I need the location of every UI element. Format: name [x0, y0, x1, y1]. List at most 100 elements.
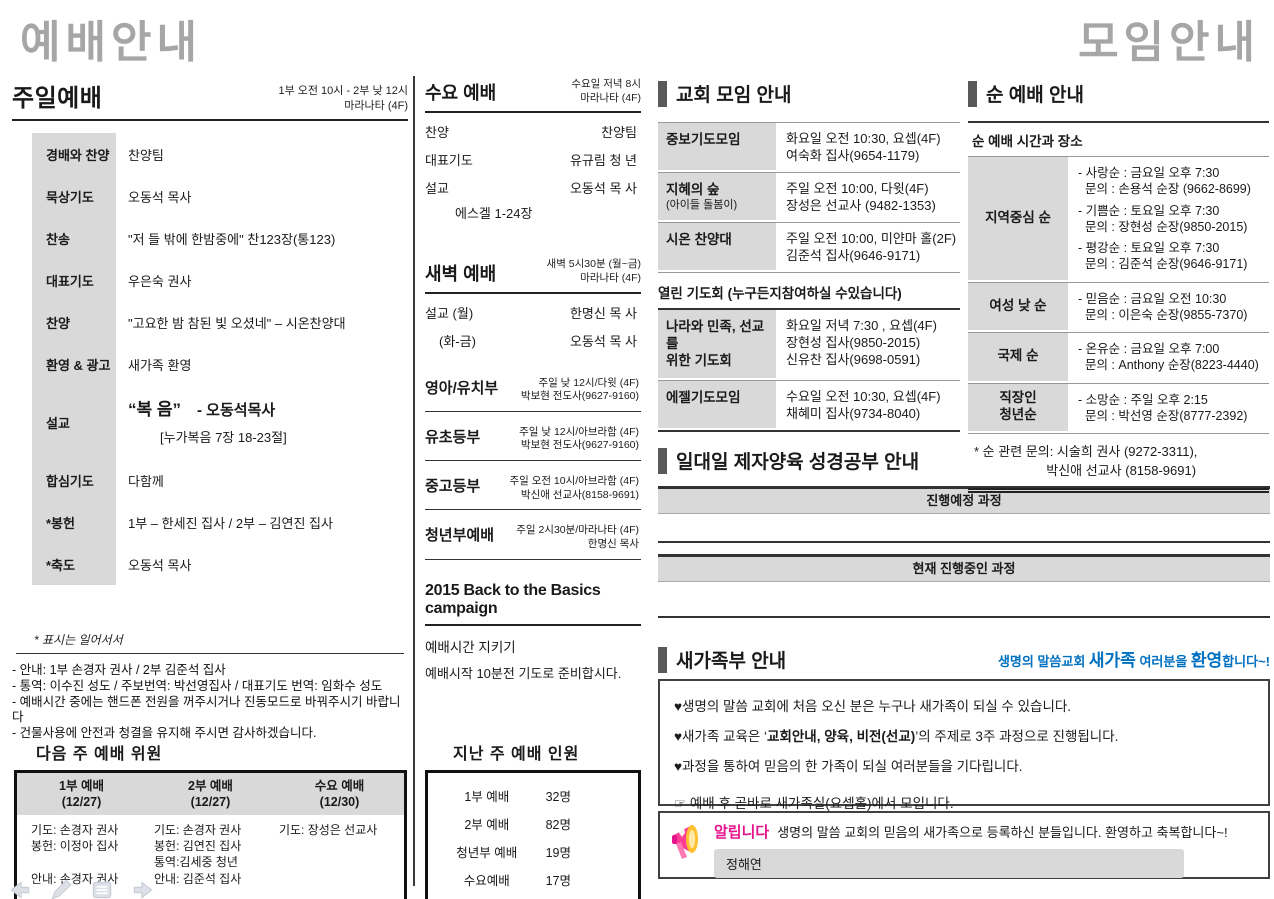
welcome-text: 생명의 말씀교회: [997, 654, 1089, 669]
row-value: 한명신 목 사: [569, 305, 637, 321]
current-course-header: 현재 진행중인 과정: [658, 554, 1270, 582]
last-week-attendance-section: 지난 주 예배 인원 1부 예배 32명 2부 예배 82명 청년부 예배 19…: [425, 740, 641, 899]
cell-entry: - 믿음순 : 금요일 오전 10:30 문의 : 이은숙 순장(9855-73…: [1078, 291, 1248, 322]
cell-group-entries: - 소망순 : 주일 오후 2:15 문의 : 박선영 순장(8777-2392…: [1068, 384, 1269, 434]
next-week-committee-section: 다음 주 예배 위원 1부 예배 (12/27) 2부 예배 (12/27) 수…: [14, 740, 407, 899]
notice-label: 알립니다: [714, 824, 770, 841]
page-title-worship: 예배안내: [20, 18, 202, 67]
discipleship-title: 일대일 제자양육 성경공부 안내: [676, 452, 920, 473]
campaign-line: 예배시간 지키기: [425, 639, 516, 655]
table-cell: 기도: 장성은 선교사: [278, 823, 378, 837]
note-line: - 건물사용에 안전과 청결을 유지해 주시면 감사하겠습니다.: [12, 726, 317, 740]
column-header: 1부 예배 (12/27): [59, 778, 104, 809]
prayer-meetings-table: 나라와 민족, 선교를 위한 기도회 화요일 저녁 7:30 , 요셉(4F) …: [658, 308, 960, 432]
previous-slide-button[interactable]: [6, 877, 34, 899]
cell-group-name: 직장인 청년순: [968, 383, 1068, 433]
wednesday-worship-title: 수요 예배: [425, 83, 497, 104]
notice-row: 알립니다 생명의 말씀 교회의 믿음의 새가족으로 등록하신 분들입니다. 환영하…: [714, 821, 1258, 842]
note-line: - 예배시간 중에는 핸드폰 전원을 꺼주시거나 진동모드로 바꿔주시기 바랍니…: [12, 695, 401, 724]
table-row: 지혜의 숲 (아이들 돌봄이) 주일 오전 10:00, 다윗(4F) 장성은 선…: [658, 172, 960, 224]
next-week-title: 다음 주 예배 위원: [36, 746, 163, 763]
welcome-text: 합니다~!: [1222, 654, 1270, 669]
church-meetings-table: 중보기도모임 화요일 오전 10:30, 요셉(4F) 여숙화 집사(9654-…: [658, 122, 960, 274]
row-value: 오동석 목사: [128, 189, 192, 205]
cell-entry: - 사랑순 : 금요일 오후 7:30 문의 : 손용석 순장 (9662-86…: [1078, 166, 1251, 197]
departments-list: 영아/유치부 주일 낮 12시/다윗 (4F) 박보현 전도사(9627-916…: [425, 374, 641, 560]
slide-menu-button[interactable]: [88, 877, 116, 899]
sermon-title: “복 음”: [128, 400, 182, 419]
department-info: 주일 낮 12시/다윗 (4F) 박보현 전도사(9627-9160): [520, 376, 639, 403]
notice-text: 생명의 말씀 교회의 믿음의 새가족으로 등록하신 분들입니다. 환영하고 축복…: [777, 825, 1228, 840]
midweek-services-section: 수요 예배 수요일 저녁 8시 마라나타 (4F) 찬양 찬양팀 대표기도 유규…: [425, 78, 641, 682]
attendance-count: 82명: [545, 817, 571, 832]
department-row: 중고등부 주일 오전 10시/아브라함 (4F) 박신애 선교사(8158-96…: [425, 472, 641, 511]
newcomers-point: ♥새가족 교육은 ‘교회안내, 양육, 비전(선교)’의 주제로 3주 과정으로…: [674, 725, 1254, 745]
dawn-worship-schedule: 새벽 5시30분 (월~금) 마라나타 (4F): [546, 258, 641, 284]
note-line: - 안내: 1부 손경자 권사 / 2부 김준석 집사: [12, 663, 226, 677]
table-row: 설교 오동석 목 사: [425, 178, 641, 197]
row-label: 찬양: [425, 125, 449, 141]
meeting-name-text: 지혜의 숲: [666, 181, 720, 197]
row-value: "저 들 밖에 한밤중에" 찬123장(통123): [128, 231, 336, 247]
cell-group-row: 지역중심 순 - 사랑순 : 금요일 오후 7:30 문의 : 손용석 순장 (…: [968, 157, 1269, 283]
meeting-name: 시온 찬양대: [658, 223, 776, 273]
cell-group-row: 직장인 청년순 - 소망순 : 주일 오후 2:15 문의 : 박선영 순장(8…: [968, 383, 1269, 434]
department-info: 주일 오전 10시/아브라함 (4F) 박신애 선교사(8158-9691): [509, 475, 639, 501]
meeting-info: 주일 오전 10:00, 다윗(4F) 장성은 선교사 (9482-1353): [786, 180, 936, 213]
meeting-info: 수요일 오전 10:30, 요셉(4F) 채혜미 집사(9734-8040): [786, 388, 941, 421]
campaign-section: 2015 Back to the Basics campaign 예배시간 지키…: [425, 582, 641, 682]
table-row: 환영 & 광고 새가족 환영: [32, 343, 408, 385]
table-cell: 기도: 손경자 권사 봉헌: 김연진 집사 통역:김세중 청년 안내: 김준석 …: [153, 823, 242, 886]
table-row: 나라와 민족, 선교를 위한 기도회 화요일 저녁 7:30 , 요셉(4F) …: [658, 310, 960, 381]
row-label: 설교 (월): [425, 305, 474, 321]
department-name: 청년부예배: [425, 527, 495, 545]
point-text: ’의 주제로 3주 과정으로 진행됩니다.: [915, 729, 1119, 744]
row-label: 환영 & 광고: [32, 343, 116, 385]
wednesday-worship-schedule: 수요일 저녁 8시 마라나타 (4F): [571, 78, 641, 104]
megaphone-icon: [672, 825, 698, 859]
table-row: 2부 예배 82명: [428, 809, 638, 837]
table-row: 대표기도 유규림 청 년: [425, 150, 641, 169]
welcome-emphasis: 새가족: [1088, 651, 1136, 670]
meeting-name-sub: (아이들 돌봄이): [666, 198, 738, 211]
meeting-name: 에젤기도모임: [658, 380, 776, 430]
pen-tool-button[interactable]: [47, 877, 75, 899]
church-meetings-section: 교회 모임 안내 중보기도모임 화요일 오전 10:30, 요셉(4F) 여숙화…: [658, 80, 960, 432]
sunday-worship-table: 경배와 찬양 찬양팀 묵상기도 오동석 목사 찬송 "저 들 밖에 한밤중에" …: [32, 133, 408, 585]
sermon-value: “복 음” - 오동석목사 [누가복음 7장 18-23절]: [116, 385, 287, 459]
department-info: 주일 2시30분/마라나타 (4F) 한명신 목사: [516, 524, 639, 551]
last-week-title: 지난 주 예배 인원: [453, 746, 580, 763]
row-value: 1부 – 한세진 집사 / 2부 – 김연진 집사: [128, 515, 333, 531]
cell-group-entries: - 사랑순 : 금요일 오후 7:30 문의 : 손용석 순장 (9662-86…: [1068, 157, 1269, 282]
row-label: 경배와 찬양: [32, 133, 116, 175]
table-row: 1부 예배 32명: [428, 781, 638, 809]
row-value: 다함께: [128, 473, 164, 489]
service-notes: - 안내: 1부 손경자 권사 / 2부 김준석 집사 - 통역: 이수진 성도…: [12, 663, 408, 741]
welcome-message: 생명의 말씀교회 새가족 여러분을 환영합니다~!: [998, 646, 1270, 673]
table-row: 찬송 "저 들 밖에 한밤중에" 찬123장(통123): [32, 217, 408, 259]
row-label: 설교: [425, 181, 449, 197]
next-slide-button[interactable]: [129, 877, 157, 899]
cell-entry: - 소망순 : 주일 오후 2:15 문의 : 박선영 순장(8777-2392…: [1078, 392, 1248, 423]
cell-group-row: 여성 낮 순 - 믿음순 : 금요일 오전 10:30 문의 : 이은숙 순장(…: [968, 282, 1269, 333]
divider-line: [16, 653, 404, 654]
cell-worship-section: 순 예배 안내 순 예배 시간과 장소 지역중심 순 - 사랑순 : 금요일 오…: [968, 80, 1269, 493]
table-row: 합심기도 다함께: [32, 459, 408, 501]
section-bar: [658, 646, 667, 673]
newcomer-name-bar: 정해연: [714, 849, 1184, 878]
row-value: 오동석 목 사: [569, 181, 637, 197]
newcomers-point: ♥과정을 통하여 믿음의 한 가족이 되실 여러분들을 기다립니다.: [674, 759, 1023, 774]
table-header-row: 1부 예배 (12/27) 2부 예배 (12/27) 수요 예배 (12/30…: [17, 773, 404, 815]
table-row: 설교 (월) 한명신 목 사: [425, 303, 641, 322]
row-value: 오동석 목 사: [569, 333, 637, 349]
table-row: 대표기도 우은숙 권사: [32, 259, 408, 301]
row-label: *봉헌: [32, 501, 116, 543]
welcome-emphasis: 환영: [1190, 651, 1223, 670]
department-info: 주일 낮 12시/아브라함 (4F) 박보현 전도사(9627-9160): [519, 425, 639, 452]
standing-note: * 표시는 일어서서: [34, 633, 123, 647]
row-label: 1부 예배: [464, 789, 510, 804]
divider-line: [658, 541, 1270, 543]
department-row: 청년부예배 주일 2시30분/마라나타 (4F) 한명신 목사: [425, 521, 641, 560]
section-bar: [968, 80, 977, 107]
newcomers-meeting-note: ☞ 예배 후 곧바로 새가족실(요셉홀)에서 모입니다.: [674, 796, 954, 811]
